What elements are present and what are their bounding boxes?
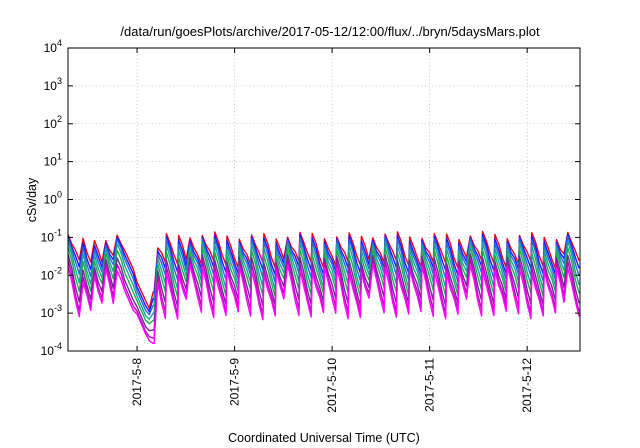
y-axis-label: cSv/day <box>25 177 39 222</box>
chart-title: /data/run/goesPlots/archive/2017-05-12/1… <box>120 24 540 39</box>
y-tick-label: 103 <box>44 76 62 93</box>
series-line <box>67 263 580 344</box>
x-tick-label: 2017-5-12 <box>520 358 534 413</box>
y-tick-label: 100 <box>44 190 62 207</box>
y-tick-label: 102 <box>44 114 62 131</box>
y-tick-label: 10-3 <box>41 303 62 320</box>
x-tick-label: 2017-5-10 <box>325 358 339 413</box>
y-tick-label: 101 <box>44 152 62 169</box>
x-axis-label: Coordinated Universal Time (UTC) <box>228 431 420 445</box>
y-tick-label: 10-1 <box>41 227 62 244</box>
x-tick-label: 2017-5-8 <box>130 358 144 406</box>
y-tick-label: 10-4 <box>41 341 62 358</box>
x-axis: 2017-5-8 2017-5-9 2017-5-10 2017-5-11 2017-5… <box>130 48 534 413</box>
series-layer <box>67 230 580 344</box>
x-tick-label: 2017-5-11 <box>423 358 437 412</box>
x-tick-label: 2017-5-9 <box>228 358 242 406</box>
y-tick-label: 10-2 <box>41 265 62 282</box>
y-tick-label: 104 <box>44 38 62 55</box>
